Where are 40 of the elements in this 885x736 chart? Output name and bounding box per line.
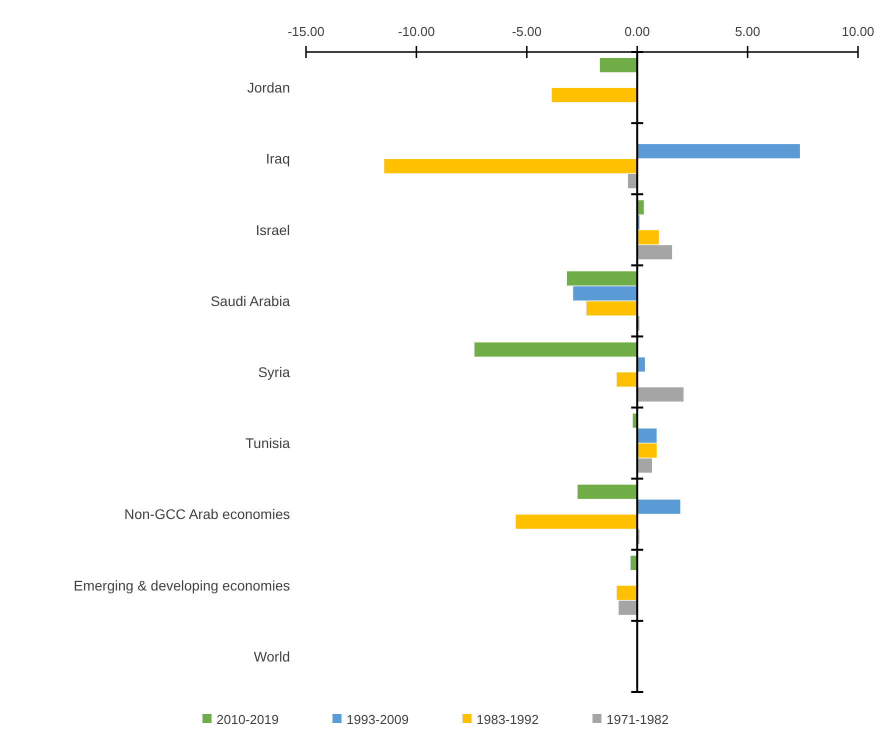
bar — [637, 458, 652, 473]
bar — [516, 514, 638, 529]
bar — [637, 245, 672, 260]
y-tick-label: World — [254, 648, 290, 664]
bar — [600, 58, 638, 72]
bar — [637, 230, 659, 244]
y-tick-label: Syria — [258, 364, 290, 380]
bar — [566, 271, 638, 286]
y-tick-label: Iraq — [266, 150, 290, 167]
bar — [618, 600, 638, 615]
bar — [552, 88, 638, 102]
legend-label: 2010-2019 — [216, 712, 279, 727]
x-tick-label: -15.00 — [288, 24, 324, 39]
x-tick-label: 10.00 — [842, 24, 874, 39]
x-tick-label: 0.00 — [624, 24, 650, 39]
legend-label: 1983-1992 — [476, 712, 539, 727]
bar — [616, 372, 638, 387]
bar — [637, 443, 657, 458]
legend-label: 1993-2009 — [346, 712, 409, 727]
bar — [637, 428, 657, 443]
bar — [573, 286, 638, 301]
bar — [637, 200, 644, 214]
y-tick-label: Israel — [256, 222, 290, 238]
y-tick-label: Non-GCC Arab economies — [124, 506, 290, 522]
bar — [578, 484, 638, 499]
bar — [384, 159, 638, 174]
y-tick-label: Tunisia — [245, 435, 290, 452]
bar — [586, 301, 638, 316]
y-tick-label: Emerging & developing economies — [74, 577, 290, 594]
bar — [637, 144, 800, 158]
x-tick-label: -5.00 — [512, 24, 542, 39]
bar — [616, 586, 638, 600]
y-tick-label: Jordan — [247, 80, 290, 96]
bar — [474, 342, 638, 357]
y-tick-label: Saudi Arabia — [210, 292, 290, 309]
x-tick-label: -10.00 — [398, 24, 435, 39]
bar — [637, 387, 684, 402]
bar — [637, 500, 680, 514]
legend-label: 1971-1982 — [606, 712, 669, 727]
x-tick-label: 5.00 — [734, 24, 760, 39]
